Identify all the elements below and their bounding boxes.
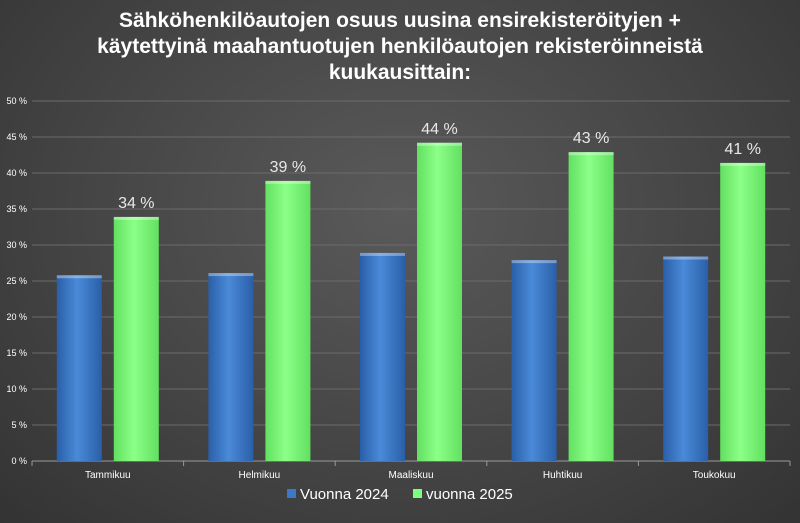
x-tick-label: Helmikuu (239, 470, 281, 481)
chart-title-line-2: käytettyinä maahantuotujen henkilöautoje… (97, 35, 703, 58)
data-label: 34 % (118, 195, 154, 212)
legend-swatch-2024 (287, 489, 296, 498)
bar-2024-helmikuu (208, 273, 254, 461)
y-tick-label: 30 % (6, 240, 27, 250)
y-tick-label: 35 % (6, 204, 27, 214)
bar-2024-toukokuu (663, 256, 709, 461)
legend-label-2025: vuonna 2025 (426, 486, 513, 503)
bar-2025-helmikuu (265, 180, 311, 462)
bar-highlight (511, 260, 557, 264)
y-tick-label: 15 % (6, 348, 27, 358)
y-tick-label: 0 % (11, 456, 27, 466)
chart-title-line-1: Sähköhenkilöautojen osuus uusina ensirek… (119, 9, 681, 32)
data-label: 41 % (724, 141, 760, 158)
legend-swatch-2025 (413, 489, 422, 498)
bar-highlight (720, 162, 766, 166)
x-tick-label: Toukokuu (693, 470, 736, 481)
data-label: 43 % (573, 130, 609, 147)
data-label: 44 % (421, 121, 457, 138)
bar-highlight (568, 152, 614, 156)
bar-highlight (663, 256, 709, 260)
y-tick-label: 20 % (6, 312, 27, 322)
bar-2024-tammikuu (56, 275, 102, 461)
chart-title: Sähköhenkilöautojen osuus uusina ensirek… (0, 8, 800, 86)
x-tick-label: Maaliskuu (388, 470, 433, 481)
y-tick-label: 45 % (6, 132, 27, 142)
y-tick-label: 5 % (11, 420, 27, 430)
bar-highlight (360, 252, 405, 256)
x-tick-label: Tammikuu (85, 470, 131, 481)
bar-2025-huhtikuu (568, 152, 614, 461)
bar-2025-maaliskuu (417, 142, 462, 461)
chart-title-line-3: kuukausittain: (328, 61, 472, 84)
legend-label-2024: Vuonna 2024 (300, 486, 389, 503)
x-tick-label: Huhtikuu (543, 470, 582, 481)
bar-2024-huhtikuu (511, 260, 557, 461)
bar-2025-tammikuu (113, 216, 159, 461)
y-tick-label: 10 % (6, 384, 27, 394)
y-tick-label: 25 % (6, 276, 27, 286)
y-tick-label: 40 % (6, 168, 27, 178)
bar-highlight (417, 142, 462, 146)
bar-highlight (265, 180, 311, 184)
bar-2024-maaliskuu (360, 252, 405, 461)
y-tick-label: 50 % (6, 96, 27, 106)
bar-highlight (56, 275, 102, 279)
bar-highlight (208, 273, 254, 277)
bar-2025-toukokuu (720, 162, 766, 462)
data-label: 39 % (270, 159, 306, 176)
bar-highlight (113, 216, 159, 220)
